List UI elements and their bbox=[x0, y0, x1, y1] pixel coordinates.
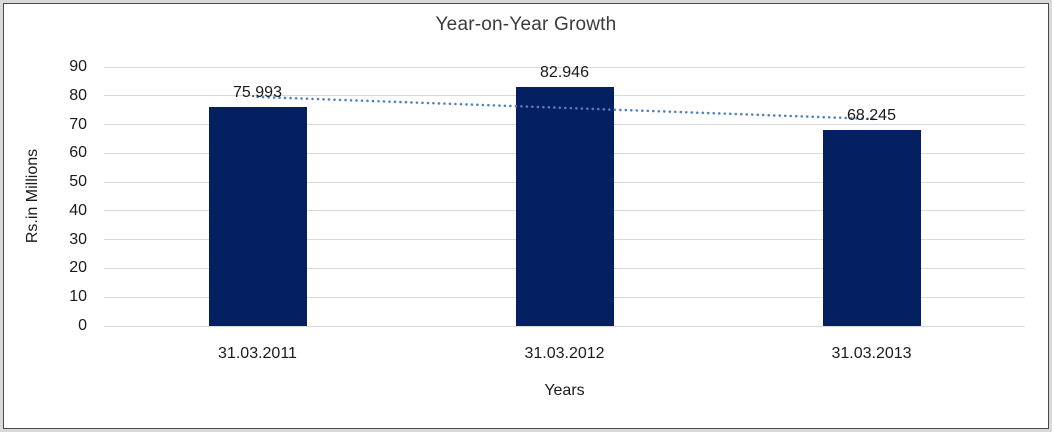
y-tick-label: 40 bbox=[69, 201, 87, 219]
y-tick-label: 60 bbox=[69, 144, 87, 162]
data-label: 68.245 bbox=[847, 106, 896, 124]
plot-area: 75.993 82.946 68.245 bbox=[104, 64, 1025, 327]
gridline bbox=[104, 66, 1025, 68]
bar-chart: Year-on-Year Growth Rs.in Millions 0 10 20… bbox=[3, 3, 1049, 429]
y-tick-label: 30 bbox=[69, 230, 87, 248]
y-tick-label: 50 bbox=[69, 173, 87, 191]
y-tick-label: 80 bbox=[69, 86, 87, 104]
bar bbox=[822, 129, 921, 326]
y-tick-label: 90 bbox=[69, 58, 87, 75]
x-axis-title: Years bbox=[544, 382, 585, 399]
x-tick-label: 31.03.2011 bbox=[218, 345, 297, 362]
bar bbox=[515, 87, 614, 326]
chart-title: Year-on-Year Growth bbox=[435, 14, 617, 35]
gridline bbox=[104, 325, 1025, 327]
bar bbox=[208, 107, 307, 326]
trendline bbox=[256, 95, 879, 121]
data-label: 82.946 bbox=[540, 64, 589, 82]
y-tick-label: 70 bbox=[69, 115, 87, 133]
y-tick-label: 20 bbox=[69, 259, 87, 277]
y-tick-label: 10 bbox=[69, 288, 87, 306]
data-label: 75.993 bbox=[233, 84, 282, 102]
y-tick-label: 0 bbox=[78, 317, 87, 334]
x-tick-label: 31.03.2012 bbox=[524, 345, 605, 362]
trendline-path bbox=[256, 95, 879, 121]
x-tick-label: 31.03.2013 bbox=[831, 345, 912, 362]
